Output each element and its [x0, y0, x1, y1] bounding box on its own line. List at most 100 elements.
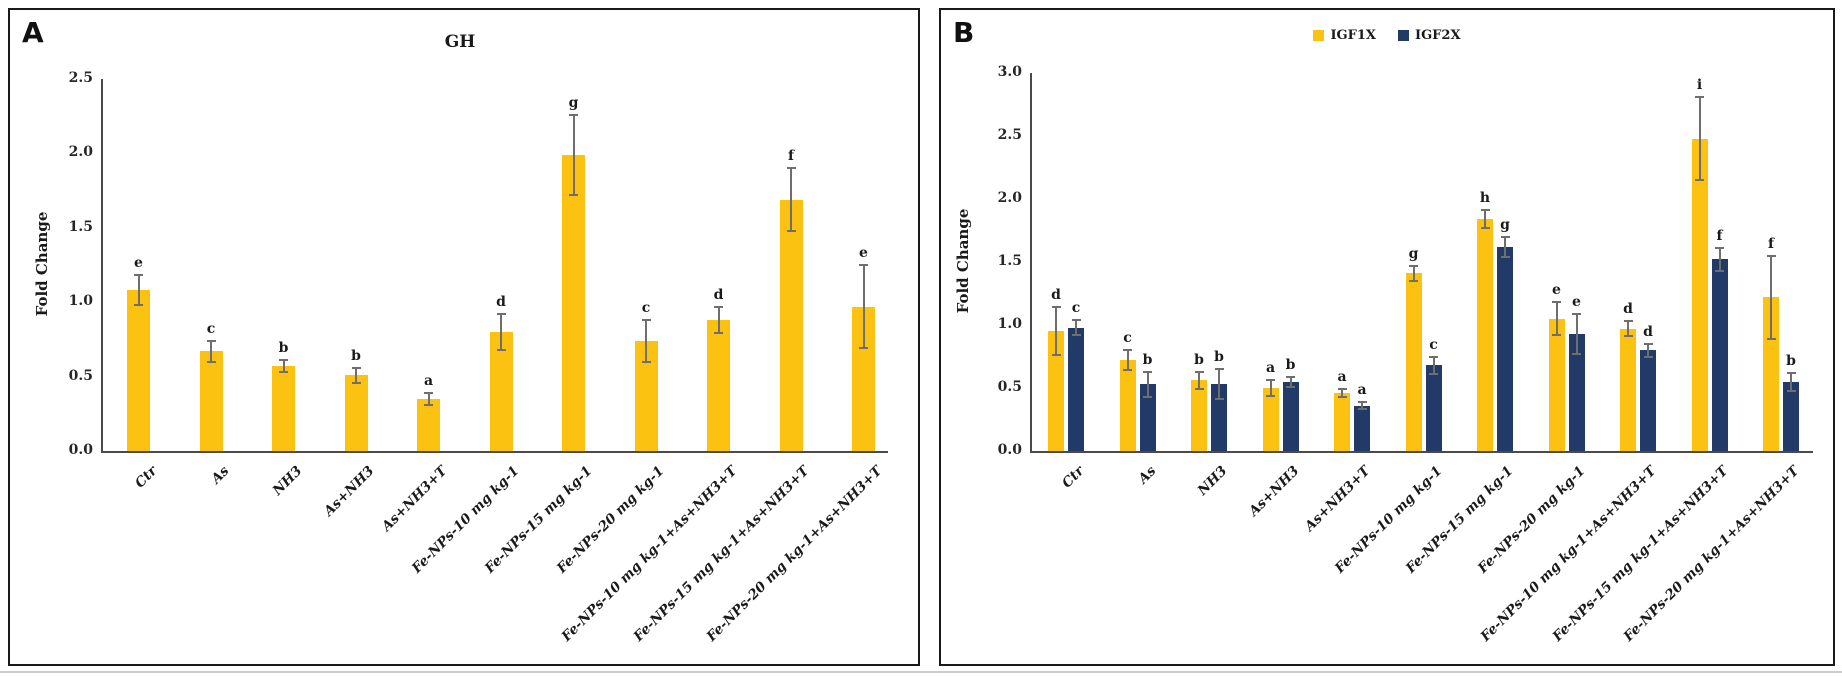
error-bar-cap-bottom: [1572, 352, 1581, 355]
error-bar-line: [1627, 321, 1629, 337]
error-bar-line: [717, 306, 720, 334]
error-bar-line: [1198, 371, 1200, 390]
error-bar-line: [1289, 376, 1292, 387]
bar-GH-Fe-NPs-20 mg kg-1: [634, 340, 658, 451]
bar-IGF2X-Fe-NPs-10 mg kg-1+As+NH3+T: [1640, 350, 1656, 451]
error-bar-cap-bottom: [1123, 369, 1132, 372]
error-bar-cap-bottom: [1552, 334, 1561, 337]
sig-letter: b: [351, 347, 361, 364]
error-bar-line: [1146, 371, 1149, 397]
error-bar-cap-top: [1357, 400, 1367, 403]
error-bar-line: [1484, 210, 1486, 228]
sig-letter: a: [423, 372, 434, 389]
error-bar-cap-bottom: [1409, 279, 1418, 282]
x-axis: [1030, 451, 1813, 453]
bar-GH-As+NH3+T: [417, 398, 440, 451]
error-bar-line: [862, 265, 865, 349]
error-bar-line: [1770, 255, 1772, 339]
bar-GH-Fe-NPs-20 mg kg-1+As+NH3+T: [852, 306, 875, 451]
error-bar-cap-top: [1572, 312, 1581, 315]
error-bar-cap-bottom: [279, 371, 288, 374]
error-bar-cap-bottom: [1480, 226, 1490, 229]
bar-IGF2X-Fe-NPs-20 mg kg-1: [1568, 333, 1585, 451]
error-bar-line: [137, 275, 140, 306]
error-bar-cap-top: [206, 339, 216, 342]
bar-IGF2X-As+NH3+T: [1354, 405, 1370, 451]
panel-b-legend: IGF1X IGF2X: [941, 28, 1833, 43]
error-bar-cap-bottom: [1500, 255, 1510, 258]
panel-b-letter: B: [953, 16, 975, 49]
error-bar-cap-top: [859, 264, 868, 266]
panel-a: A GH Fold Change 0.0 0.5 1.0 1.5 2.0 2.5 Ctr e A…: [8, 8, 920, 666]
error-bar-cap-top: [1214, 368, 1224, 371]
error-bar-cap-bottom: [496, 348, 506, 351]
bar-GH-Fe-NPs-15 mg kg-1+As+NH3+T: [779, 199, 803, 451]
bar-IGF1X-Fe-NPs-10 mg kg-1: [1405, 273, 1422, 451]
legend-label-IGF2X: IGF2X: [1415, 28, 1461, 43]
error-bar-cap-bottom: [1071, 334, 1081, 337]
y-tick-label: 1.5: [997, 253, 1022, 269]
error-bar-cap-bottom: [1051, 354, 1061, 357]
error-bar-cap-top: [1786, 371, 1796, 374]
error-bar-line: [1412, 265, 1415, 281]
y-tick-label: 3.0: [997, 64, 1022, 80]
error-bar-line: [1790, 372, 1792, 391]
error-bar-cap-bottom: [1286, 385, 1295, 388]
y-tick-label: 2.0: [68, 144, 93, 161]
y-tick-label: 0.0: [68, 442, 93, 458]
bar-IGF2X-As+NH3: [1282, 381, 1299, 451]
error-bar-line: [1432, 356, 1435, 375]
error-bar-line: [355, 367, 357, 383]
legend-item-IGF1X: IGF1X: [1313, 28, 1376, 43]
error-bar-cap-bottom: [1143, 395, 1152, 398]
error-bar-cap-bottom: [1357, 408, 1367, 411]
y-tick-label: 1.5: [68, 218, 93, 235]
error-bar-line: [1575, 313, 1578, 354]
sig-letter: h: [1479, 190, 1491, 207]
x-axis: [101, 451, 888, 453]
sig-letter: g: [1500, 216, 1510, 233]
sig-letter: d: [713, 286, 724, 303]
sig-letter: d: [496, 294, 506, 311]
y-tick-label: 2.0: [997, 190, 1022, 206]
error-bar-cap-top: [1766, 254, 1776, 257]
error-bar-line: [1504, 236, 1506, 257]
error-bar-cap-top: [1500, 235, 1510, 238]
legend-item-IGF2X: IGF2X: [1398, 28, 1461, 43]
sig-letter: f: [1767, 235, 1775, 252]
sig-letter: a: [1337, 369, 1347, 386]
error-bar-cap-top: [786, 167, 796, 170]
error-bar-cap-bottom: [134, 304, 143, 307]
sig-letter: b: [1214, 349, 1224, 366]
error-bar-line: [790, 168, 792, 231]
bar-IGF1X-Fe-NPs-20 mg kg-1: [1548, 318, 1565, 451]
bar-IGF2X-NH3: [1211, 384, 1227, 451]
sig-letter: e: [134, 255, 143, 272]
bar-IGF1X-Fe-NPs-15 mg kg-1: [1477, 219, 1493, 451]
sig-letter: f: [1716, 228, 1723, 245]
bar-GH-Ctr: [127, 290, 150, 451]
error-bar-line: [1269, 380, 1272, 396]
y-tick-label: 0.5: [68, 367, 93, 384]
legend-label-IGF1X: IGF1X: [1330, 28, 1376, 43]
error-bar-cap-bottom: [1194, 388, 1204, 391]
error-bar-cap-bottom: [1766, 337, 1776, 340]
error-bar-cap-top: [1071, 318, 1081, 321]
sig-letter: b: [278, 340, 289, 357]
sig-letter: e: [859, 245, 868, 261]
error-bar-cap-bottom: [1643, 355, 1653, 358]
sig-letter: e: [1572, 293, 1581, 310]
y-tick-label: 1.0: [997, 316, 1022, 332]
error-bar-line: [1055, 307, 1057, 356]
sig-letter: a: [1357, 381, 1367, 398]
error-bar-cap-top: [279, 359, 288, 362]
panel-a-letter: A: [22, 16, 44, 49]
panel-b-plot-area: 0.0 0.5 1.0 1.5 2.0 2.5 3.0 Ctr d c As c b NH3 b b As+NH…: [941, 10, 1833, 664]
error-bar-cap-bottom: [569, 194, 578, 197]
error-bar-cap-bottom: [859, 347, 868, 350]
bar-IGF1X-As: [1119, 360, 1136, 451]
error-bar-cap-top: [1286, 375, 1295, 378]
bar-IGF1X-As+NH3+T: [1334, 393, 1350, 451]
error-bar-cap-top: [496, 313, 506, 316]
sig-letter: b: [1786, 352, 1796, 369]
